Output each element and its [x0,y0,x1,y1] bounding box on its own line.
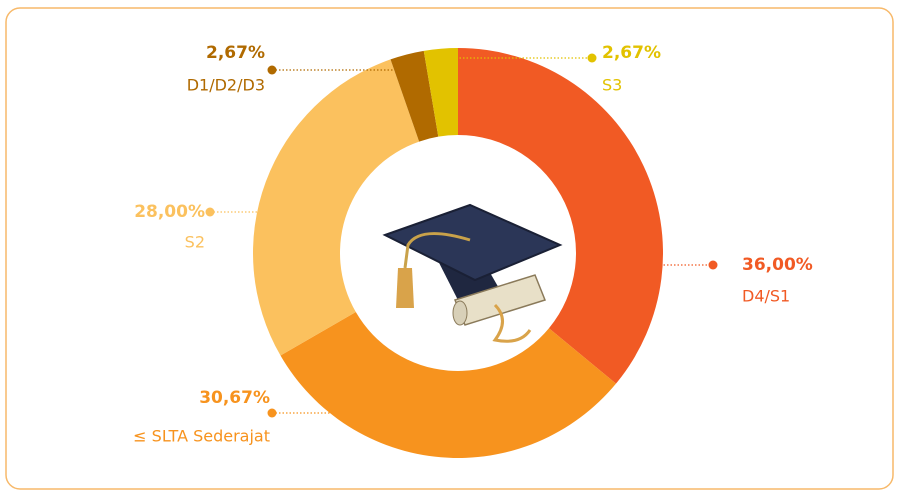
category-label: S2 [185,233,205,252]
category-label: D4/S1 [742,287,790,306]
category-label: D1/D2/D3 [187,76,265,95]
label-dot [267,408,277,418]
donut-slice [252,59,420,356]
donut [252,48,663,458]
label-dot [267,65,277,75]
value-label: 28,00% [134,202,205,222]
donut-slice [390,50,439,142]
value-label: 2,67% [602,43,661,63]
leader-line [439,57,592,63]
donut-slice [280,312,616,458]
label-dot [205,207,215,217]
category-label: ≤ SLTA Sederajat [133,427,270,446]
value-label: 36,00% [742,255,813,275]
value-label: 30,67% [199,388,270,408]
value-label: 2,67% [206,43,265,63]
labels: 36,00% D4/S1 30,67% ≤ SLTA Sederajat 28,00% S… [133,43,813,446]
category-label: S3 [602,76,622,95]
label-dot [708,260,718,270]
label-dot [587,53,597,63]
donut-slice [423,48,458,137]
graduation-icon [382,203,563,343]
donut-slice [458,48,663,384]
